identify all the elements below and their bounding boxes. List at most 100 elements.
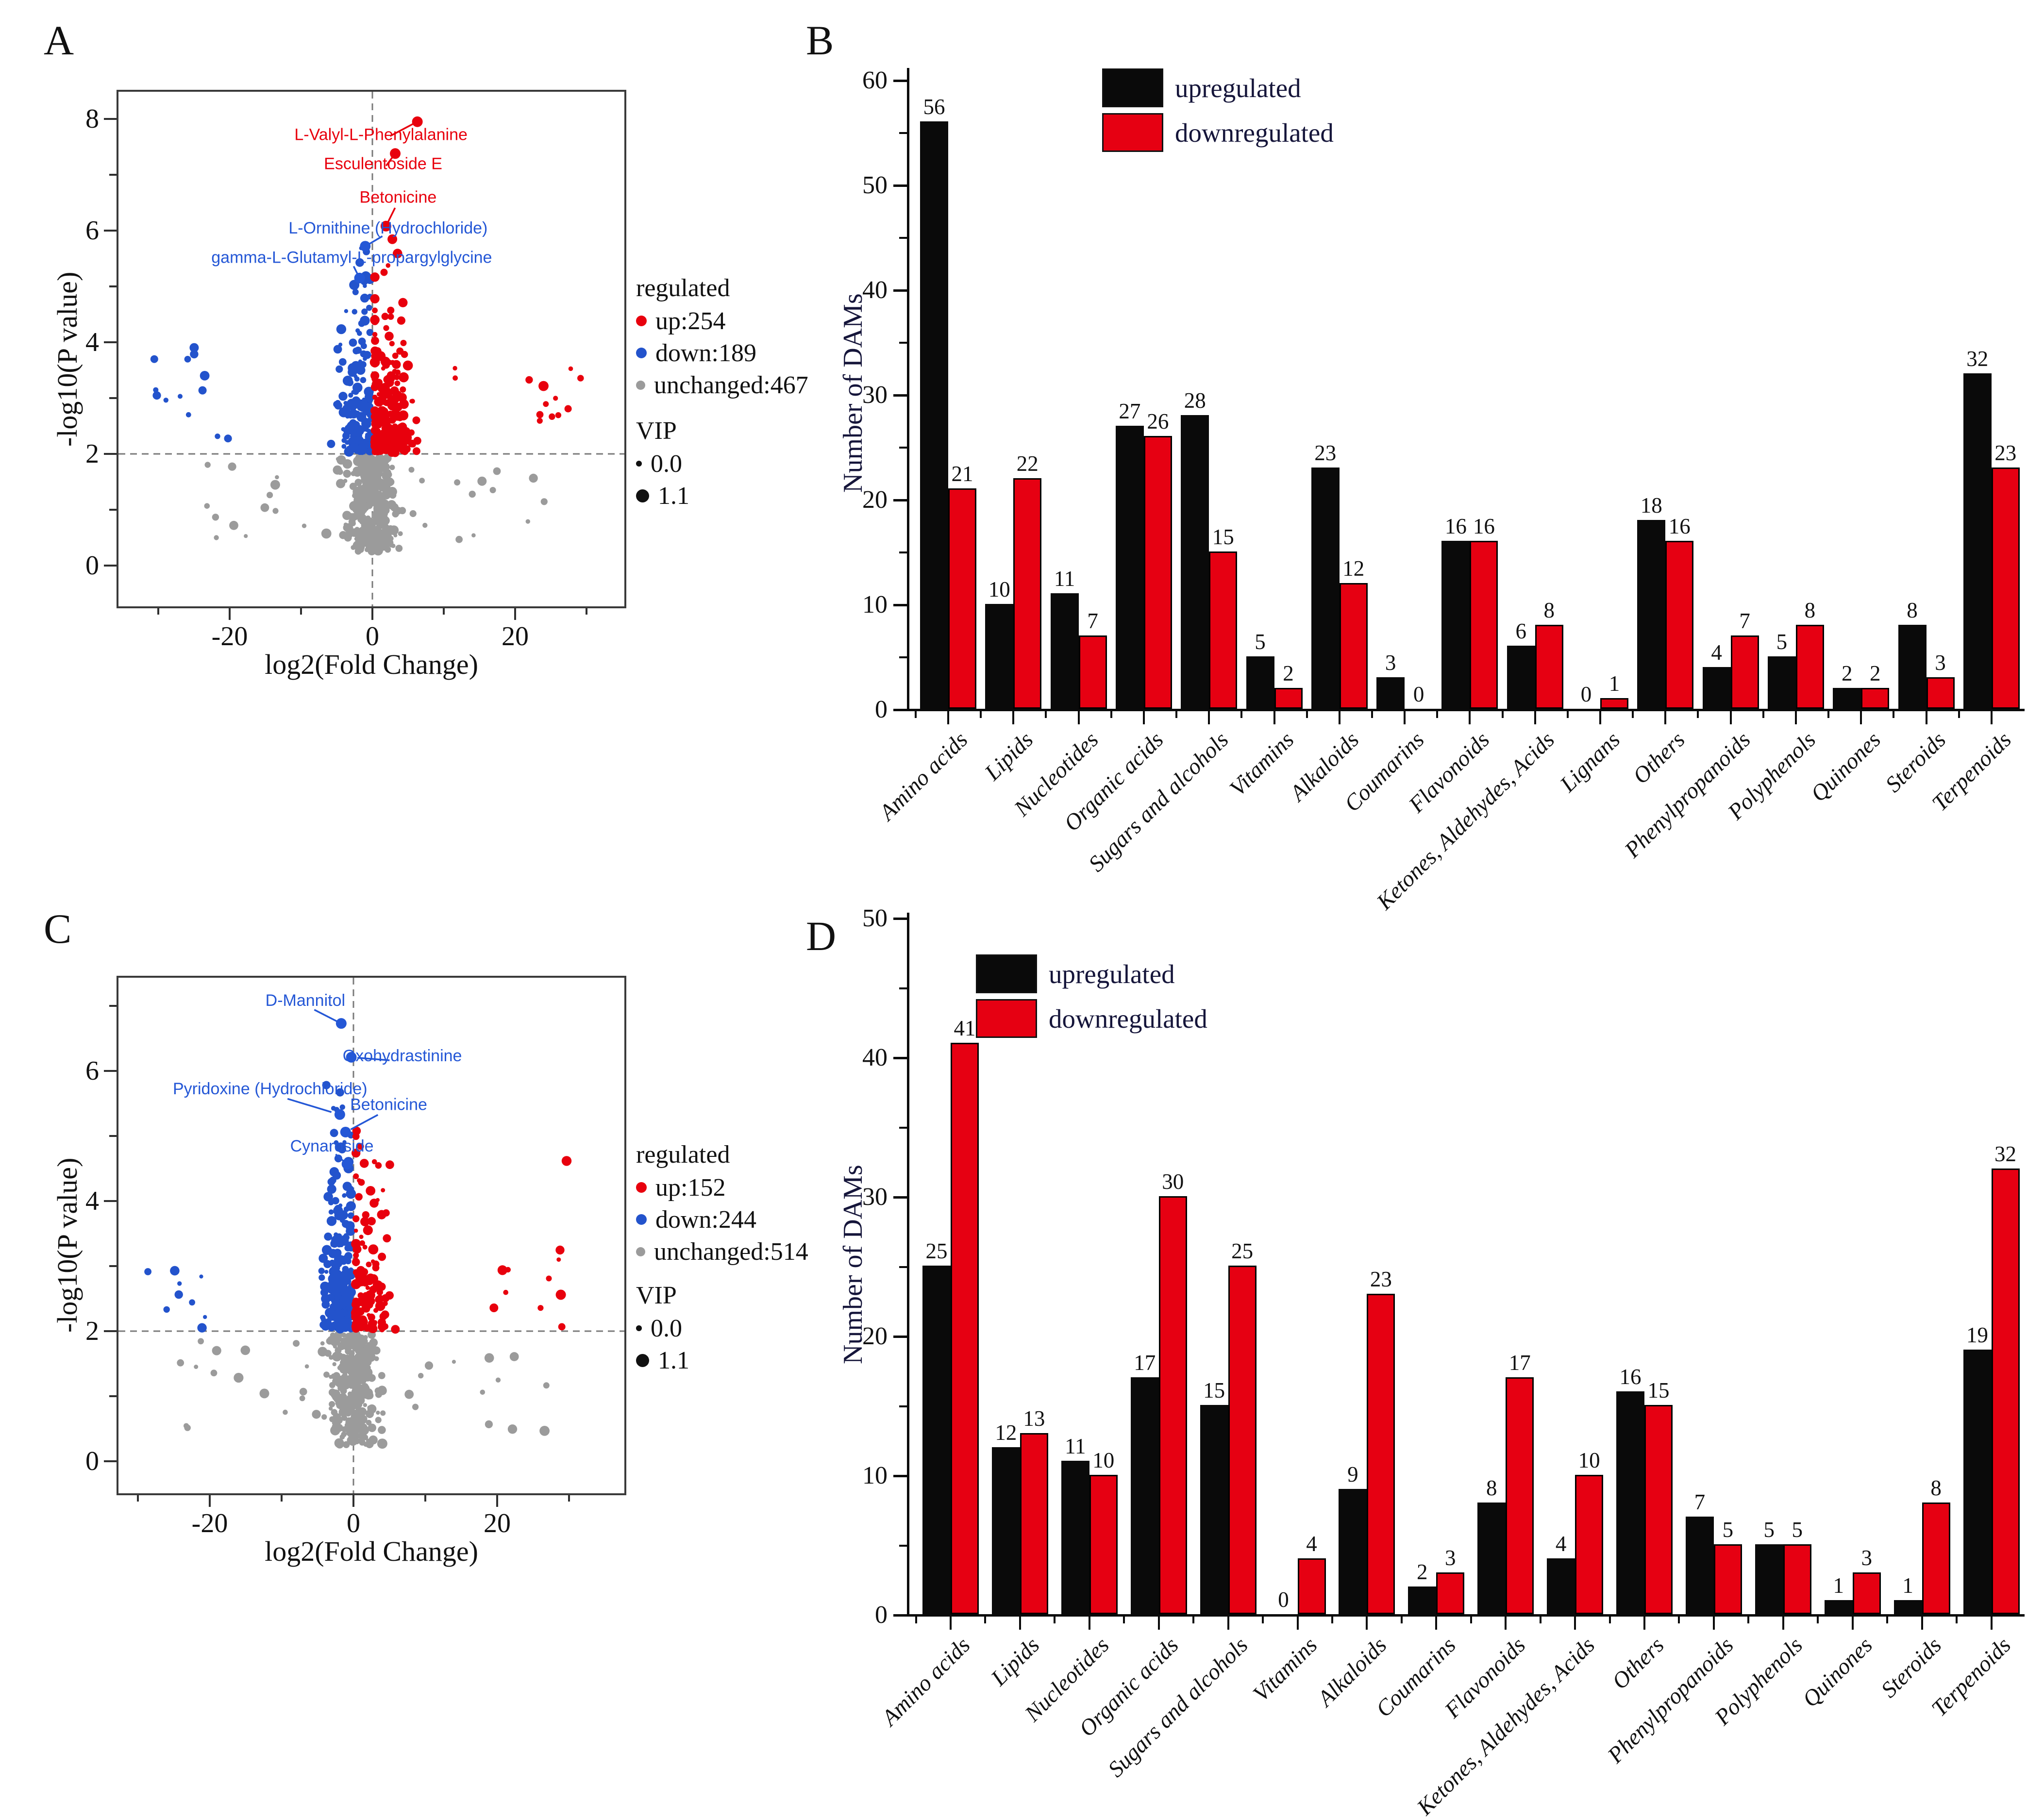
bar-value-label: 5 [1763,1518,1775,1542]
x-axis-minor-tick [1470,1617,1472,1623]
y-axis-tick-label: 30 [862,1183,888,1211]
annotation-cynaroside: Cynaroside [290,1137,374,1169]
x-axis-tick [1505,1617,1507,1630]
x-axis-minor-tick [914,711,917,718]
svg-text:D-Mannitol: D-Mannitol [266,991,345,1010]
category-label: Amino acids [874,727,973,825]
category-label: Amino acids [877,1632,975,1731]
y-axis-tick [104,453,117,455]
category-label: Steroids [1876,1632,1947,1703]
bar-downregulated [1158,1196,1187,1614]
plot-border [117,976,626,1495]
category-label: Lipids [986,1632,1045,1691]
x-axis-spine [906,1614,2025,1617]
volcano-plot-c: D-Mannitol Oxohydrastinine Pyridoxine (Hyd… [85,976,626,1537]
x-axis-tick [1227,1617,1229,1630]
scatter-points-down [318,1081,356,1334]
y-axis-tick-label: 2 [85,439,99,469]
category-label: Phenylpropanoids [1603,1632,1739,1769]
y-axis-minor-tick [109,1135,117,1137]
panel-a: A L-Valyl-L-Phenylalanine Esculentoside E… [29,19,811,723]
bar-downregulated [1795,625,1824,709]
vip-small-label: 0.0 [651,1314,682,1342]
x-axis-minor-tick [157,608,159,615]
bar-value-label: 4 [1711,640,1722,665]
scatter-points-unchanged [177,1338,550,1436]
y-axis-tick [104,1070,117,1072]
scatter-points-down [144,1266,207,1333]
bar-value-label: 21 [951,462,973,486]
bar-value-label: 16 [1668,514,1691,538]
bar-downregulated [1078,635,1107,709]
y-axis-tick-label: 10 [862,1462,888,1489]
bar-value-label: 11 [1054,567,1075,591]
bar-downregulated [1143,436,1172,709]
bar-value-label: 2 [1869,661,1881,685]
bar-downregulated [1852,1572,1881,1614]
x-axis-tick [1729,711,1732,724]
y-axis-tick-label: 40 [862,276,888,304]
bar-value-label: 23 [1314,441,1337,465]
bar-upregulated [1893,1600,1922,1614]
bar-value-label: 8 [1930,1476,1942,1500]
bar-upregulated [1963,373,1992,709]
x-axis-minor-tick [1956,1617,1958,1623]
panel-d: D Number of DAMs upregulated downregulat… [801,903,2044,1820]
annotation-d-mannitol: D-Mannitol [266,991,347,1029]
y-axis-minor-tick [899,656,907,658]
y-axis-tick-label: 8 [85,104,99,134]
x-axis-minor-tick [1566,711,1569,718]
y-axis-minor-tick [899,1544,907,1547]
bar-value-label: 10 [1578,1448,1600,1472]
bar-value-label: 26 [1147,409,1169,434]
bar-value-label: 1 [1833,1573,1844,1598]
x-axis-tick [1012,711,1015,724]
y-axis-tick [893,394,907,397]
bar-value-label: 16 [1444,514,1467,538]
bar-downregulated [1297,1558,1326,1614]
x-axis-tick [1077,711,1080,724]
y-axis-tick-label: 4 [85,327,99,357]
legend-downregulated-label: downregulated [1049,1003,1207,1034]
x-axis-minor-tick [1240,711,1243,718]
bar-downregulated [948,488,976,709]
x-axis-tick [1921,1617,1923,1630]
scatter-points-unchanged [204,455,548,543]
bar-upregulated [1898,625,1927,709]
vip-large-row: 1.1 [636,480,811,512]
scatter-points-down [150,343,232,443]
bar-upregulated [991,1447,1020,1614]
bar-value-label: 2 [1283,661,1294,685]
x-axis-tick [950,1617,952,1630]
vip-small-label: 0.0 [651,450,682,478]
bar-value-label: 13 [1023,1406,1045,1431]
y-axis-tick [893,604,907,606]
x-axis-minor-tick [1192,1617,1195,1623]
x-axis-minor-tick [984,1617,987,1623]
bar-downregulated [1209,551,1238,709]
bar-downregulated [1922,1503,1950,1614]
bar-downregulated [1730,635,1759,709]
bar-downregulated [1339,583,1368,709]
legend-up-label: up:152 [655,1173,726,1202]
legend-downregulated-row: downregulated [1102,110,1334,155]
y-axis-tick [104,1200,117,1202]
bar-upregulated [1246,656,1274,709]
category-label: Lipids [980,727,1038,785]
panel-a-legend: regulated up:254 down:189 unchanged:467 … [636,272,811,512]
x-axis-tick-label: 0 [366,621,379,651]
legend-downregulated-label: downregulated [1175,117,1334,148]
y-axis-tick [893,1336,907,1338]
annotation-pyridoxine-hydrochloride-: Pyridoxine (Hydrochloride) [173,1080,368,1120]
x-axis-minor-tick [1678,1617,1680,1623]
x-axis-tick [1088,1617,1090,1630]
bar-value-label: 5 [1792,1518,1803,1542]
x-axis-tick [1296,1617,1299,1630]
x-axis-tick [1019,1617,1021,1630]
x-axis-minor-tick [1827,711,1830,718]
y-axis-tick-label: 0 [875,696,888,723]
y-axis-tick [893,1057,907,1059]
category-label: Sugars and alcohols [1103,1632,1253,1783]
y-axis-minor-tick [109,509,117,511]
bar-value-label: 2 [1417,1560,1428,1584]
